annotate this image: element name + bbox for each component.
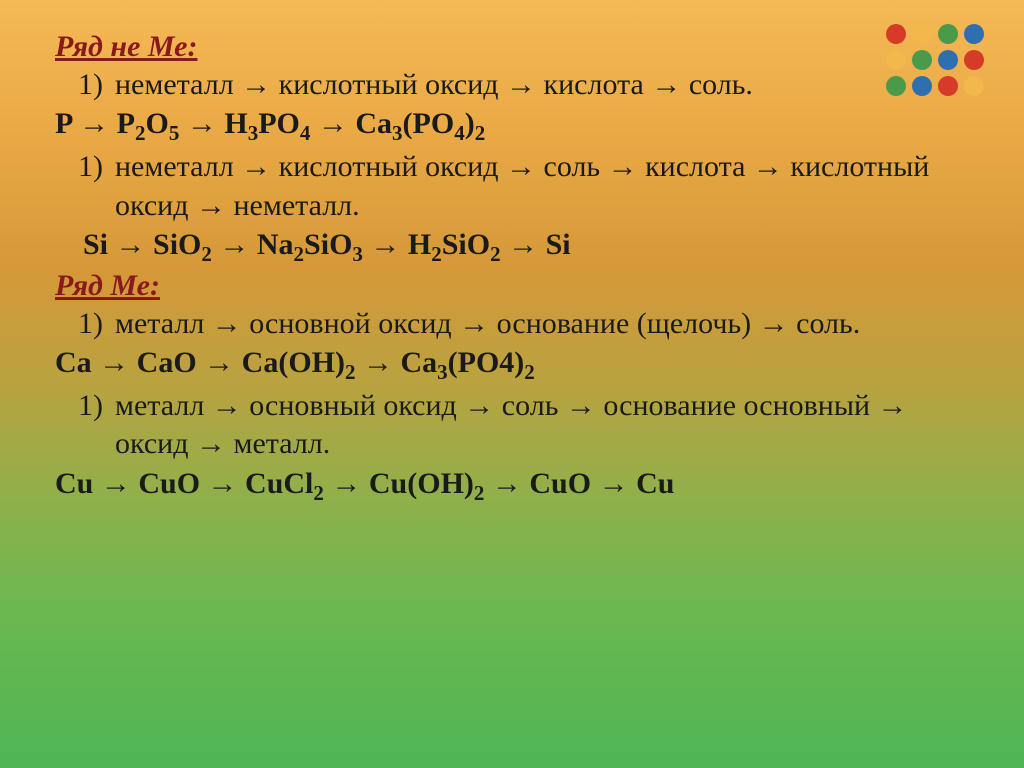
decorative-dot: [938, 50, 958, 70]
chemical-chain: Cu → CuO → CuCl2 → Cu(OH)2 → CuO → Cu: [55, 464, 955, 508]
decorative-dot: [886, 76, 906, 96]
list-number: 1): [55, 148, 115, 186]
decorative-dot-grid: [886, 24, 984, 96]
section-heading-nonmetal: Ряд не Ме:: [55, 30, 955, 64]
decorative-dot: [912, 50, 932, 70]
decorative-dot: [912, 24, 932, 44]
list-text: металл → основный оксид → соль → основан…: [115, 387, 955, 464]
slide-content: Ряд не Ме: 1) неметалл → кислотный оксид…: [55, 30, 955, 507]
list-text: неметалл → кислотный оксид → кислота → с…: [115, 66, 955, 104]
list-number: 1): [55, 387, 115, 425]
decorative-dot: [938, 24, 958, 44]
chemical-chain: Ca → CaO → Ca(OH)2 → Ca3(PO4)2: [55, 343, 955, 387]
chemical-chain: Si → SiO2 → Na2SiO3 → H2SiO2 → Si: [83, 225, 955, 269]
chemical-chain: P → P2O5 → H3PO4 → Ca3(PO4)2: [55, 104, 955, 148]
section-heading-metal: Ряд Ме:: [55, 269, 955, 303]
decorative-dot: [964, 50, 984, 70]
decorative-dot: [886, 24, 906, 44]
list-text: металл → основной оксид → основание (щел…: [115, 305, 955, 343]
decorative-dot: [938, 76, 958, 96]
list-item: 1) металл → основной оксид → основание (…: [55, 305, 955, 343]
list-text: неметалл → кислотный оксид → соль → кисл…: [115, 148, 955, 225]
decorative-dot: [912, 76, 932, 96]
decorative-dot: [964, 76, 984, 96]
decorative-dot: [964, 24, 984, 44]
list-number: 1): [55, 305, 115, 343]
list-number: 1): [55, 66, 115, 104]
list-item: 1) неметалл → кислотный оксид → соль → к…: [55, 148, 955, 225]
decorative-dot: [886, 50, 906, 70]
list-item: 1) металл → основный оксид → соль → осно…: [55, 387, 955, 464]
list-item: 1) неметалл → кислотный оксид → кислота …: [55, 66, 955, 104]
